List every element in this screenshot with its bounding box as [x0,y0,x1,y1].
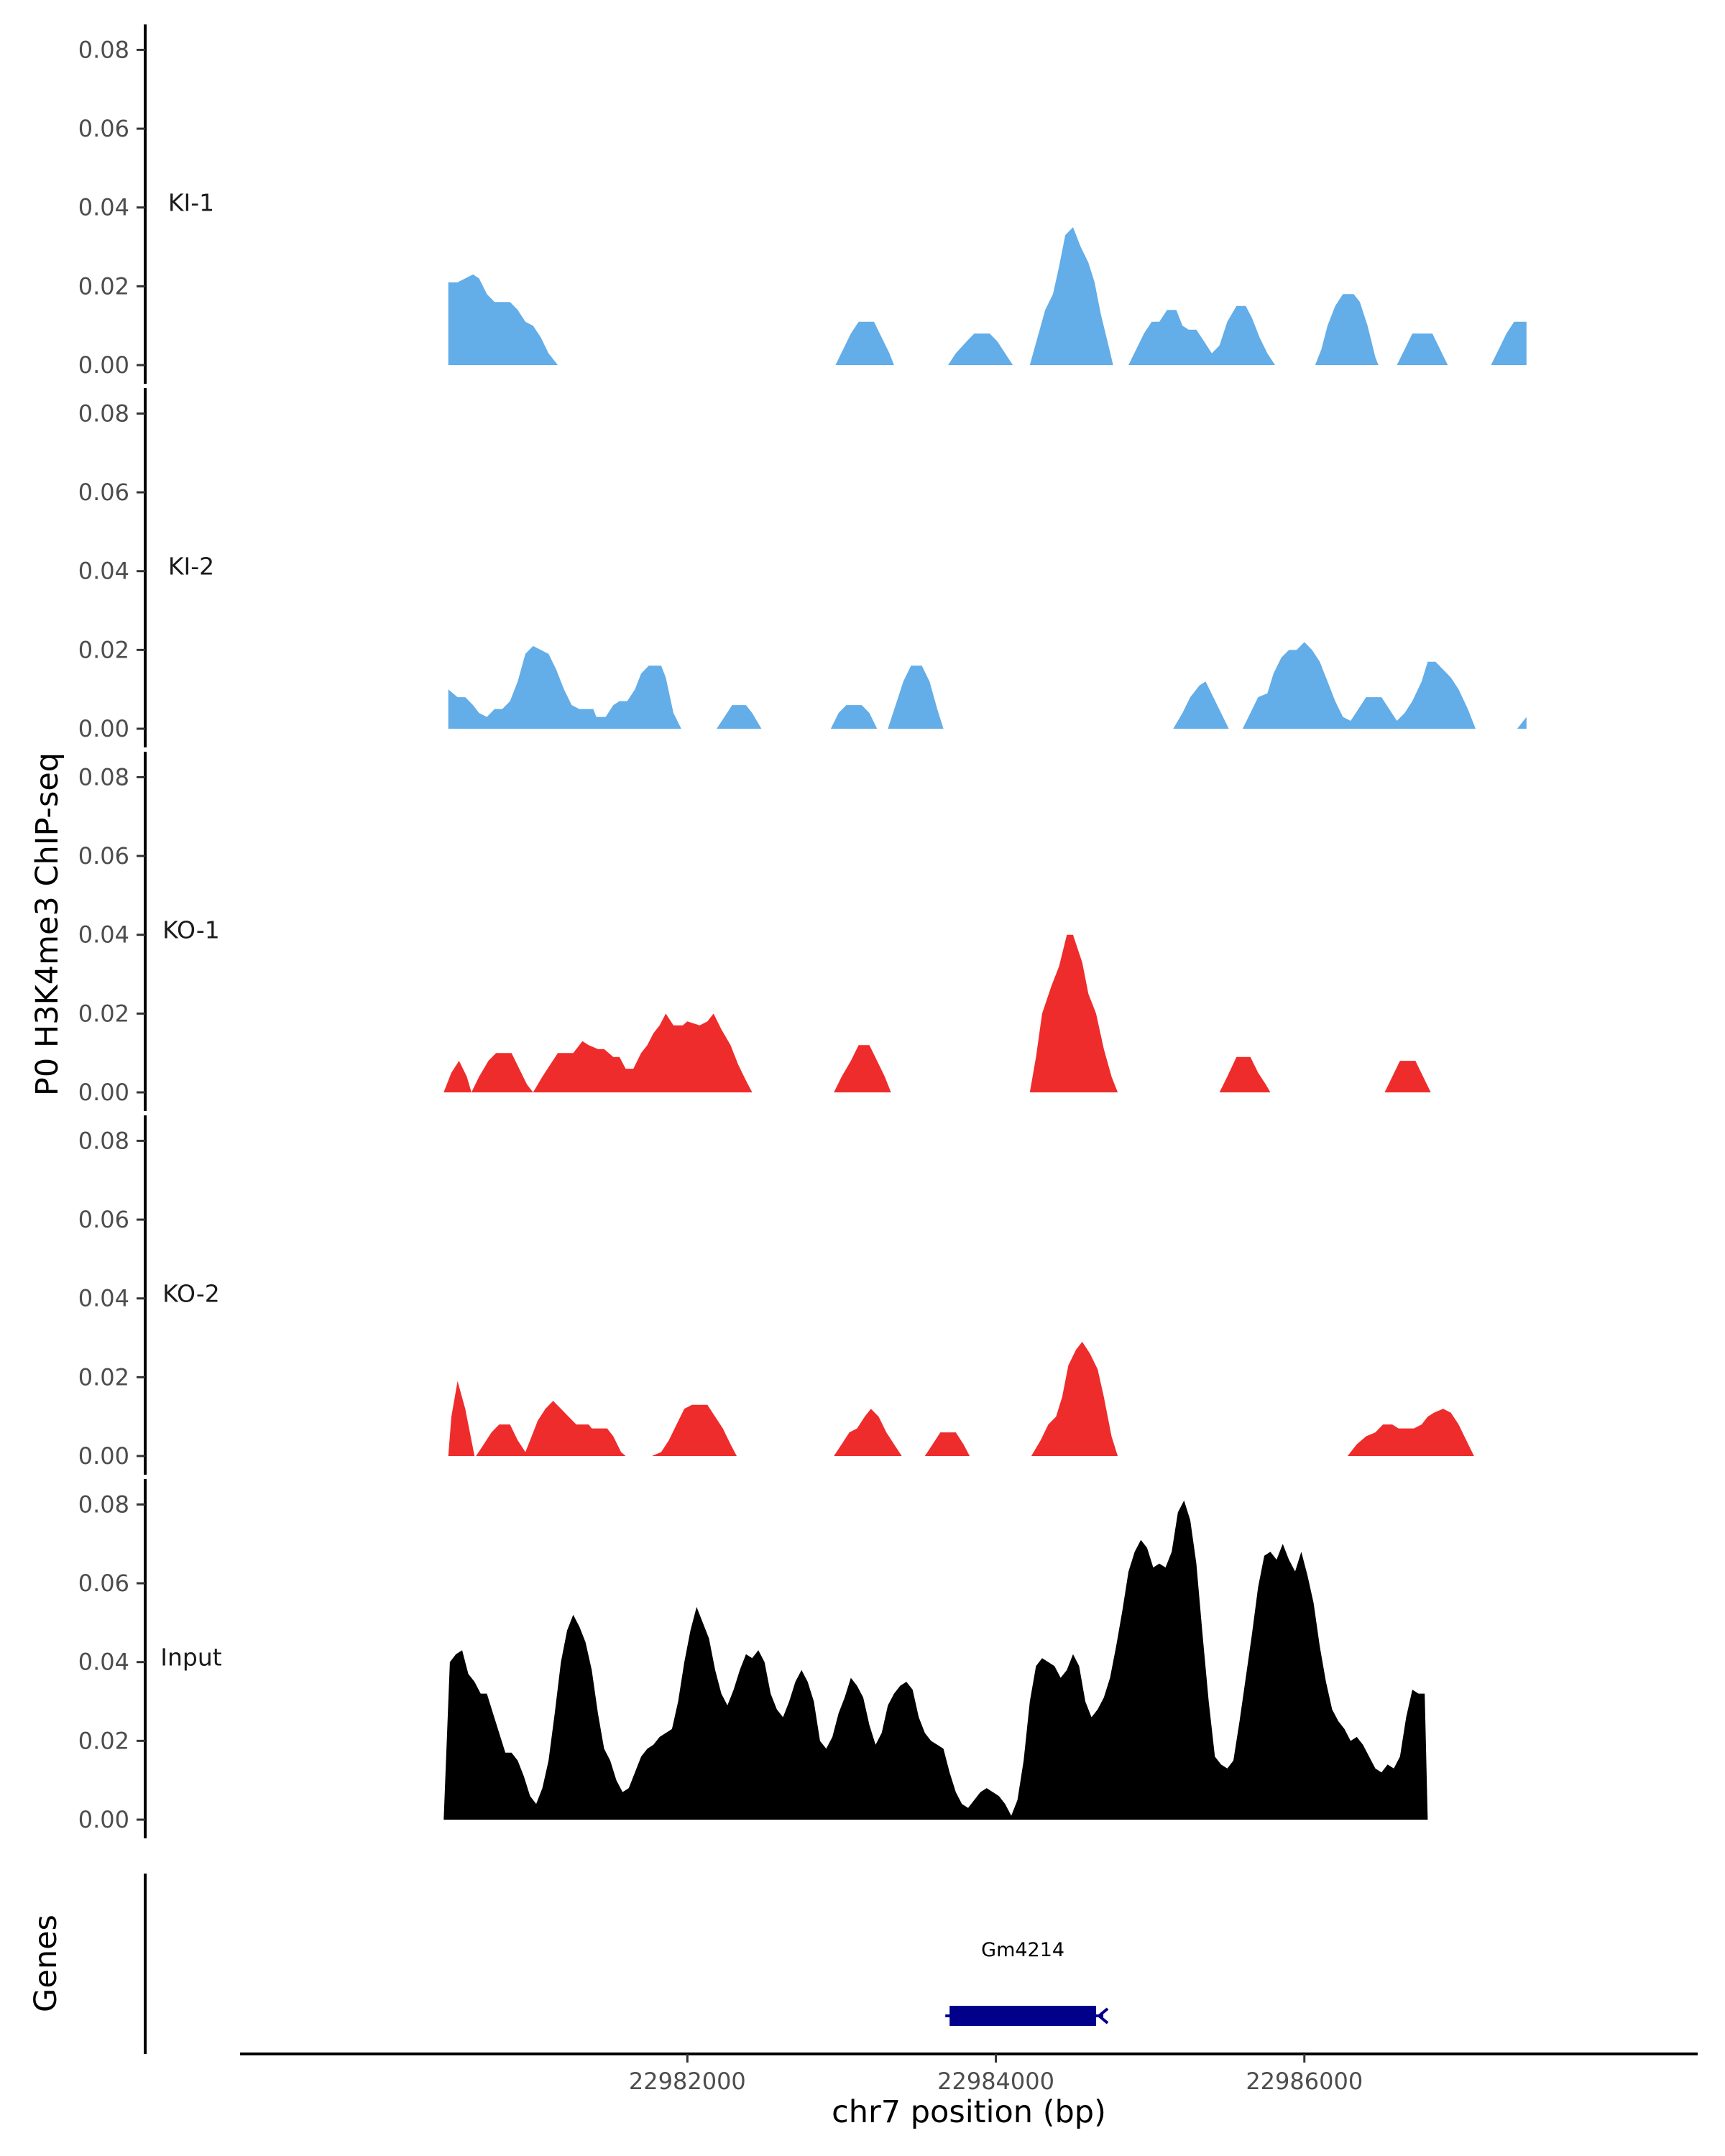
y-tick-label: 0.08 [78,763,129,791]
y-tick-label: 0.02 [78,1363,129,1391]
gene-track-panel: Genes Gm4214 [28,1874,1109,2054]
track-label-input: Input [160,1644,222,1672]
track-panel-ki-1: 0.00 0.02 0.04 0.06 0.08 KI-1 [78,24,1527,384]
signal-area-ki-1 [448,227,1527,365]
track-panel-ko-2: 0.00 0.02 0.04 0.06 0.08 KO-2 [78,1115,1474,1475]
y-tick-label: 0.02 [78,1000,129,1027]
signal-area-ko-2 [448,1342,1474,1456]
y-tick-label: 0.08 [78,1127,129,1154]
y-tick-label: 0.04 [78,194,129,221]
x-axis-ticks: 22982000 22984000 22986000 [629,2054,1363,2095]
track-label-ko-2: KO-2 [162,1280,220,1308]
y-tick-label: 0.06 [78,115,129,142]
track-panel-ko-1: 0.00 0.02 0.04 0.06 0.08 KO-1 [78,752,1431,1111]
gene-track-title: Genes [28,1915,64,2012]
gene-label-gm4214: Gm4214 [981,1939,1064,1961]
y-tick-label: 0.04 [78,1649,129,1676]
track-label-ko-1: KO-1 [162,916,220,944]
y-tick-label: 0.00 [78,1079,129,1106]
track-label-ki-2: KI-2 [168,553,214,581]
y-tick-label: 0.04 [78,921,129,949]
y-tick-label: 0.08 [78,1491,129,1518]
y-tick-label: 0.02 [78,272,129,300]
signal-area-input [443,1500,1428,1820]
x-axis: 22982000 22984000 22986000 chr7 position (… [240,2053,1698,2130]
track-panel-input: 0.00 0.02 0.04 0.06 0.08 Input [78,1479,1428,1838]
x-tick-label: 22984000 [937,2068,1054,2095]
y-tick-label: 0.00 [78,715,129,742]
y-tick-label: 0.06 [78,1206,129,1233]
track-panel-ki-2: 0.00 0.02 0.04 0.06 0.08 KI-2 [78,388,1527,747]
signal-area-ki-2 [448,642,1527,729]
y-tick-label: 0.06 [78,1570,129,1597]
y-tick-label: 0.00 [78,1806,129,1833]
gene-marks: Gm4214 [945,1939,1109,2026]
y-tick-label: 0.04 [78,1285,129,1312]
x-axis-title: chr7 position (bp) [832,2094,1106,2130]
y-tick-label: 0.06 [78,842,129,870]
gene-strand-arrow-icon [1096,2007,1109,2024]
y-tick-label: 0.04 [78,558,129,585]
y-tick-label: 0.00 [78,1442,129,1470]
y-tick-label: 0.02 [78,636,129,663]
track-label-ki-1: KI-1 [168,189,214,217]
x-tick-label: 22982000 [629,2068,746,2095]
y-tick-label: 0.08 [78,36,129,63]
y-axis-title: P0 H3K4me3 ChIP-seq [29,752,65,1096]
x-tick-label: 22986000 [1246,2068,1363,2095]
y-tick-label: 0.06 [78,479,129,506]
signal-area-ko-1 [443,934,1431,1092]
y-tick-label: 0.08 [78,400,129,427]
y-tick-label: 0.00 [78,351,129,379]
y-tick-label: 0.02 [78,1727,129,1754]
